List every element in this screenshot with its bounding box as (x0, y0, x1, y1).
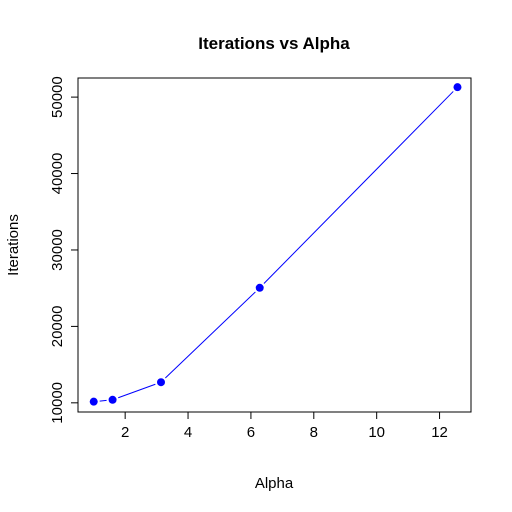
data-point (453, 83, 462, 92)
y-axis-title: Iterations (5, 214, 22, 276)
series-line-segment (118, 383, 156, 399)
chart-title: Iterations vs Alpha (198, 34, 350, 53)
series-line-segment (164, 291, 256, 379)
data-point (255, 283, 264, 292)
x-tick-label: 2 (121, 424, 129, 441)
x-tick-label: 4 (184, 424, 192, 441)
x-tick-label: 10 (368, 424, 385, 441)
y-axis: 10000 20000 30000 40000 50000 (49, 76, 79, 424)
y-tick-label: 20000 (49, 306, 66, 348)
y-tick-label: 50000 (49, 76, 66, 118)
x-tick-label: 6 (247, 424, 255, 441)
data-point (157, 378, 166, 387)
series-layer (89, 83, 462, 406)
x-tick-label: 8 (310, 424, 318, 441)
x-axis-title: Alpha (255, 475, 294, 492)
data-point (89, 397, 98, 406)
x-axis: 2 4 6 8 10 12 (121, 411, 448, 441)
series-line-segment (263, 91, 454, 284)
x-tick-label: 12 (431, 424, 448, 441)
y-tick-label: 10000 (49, 382, 66, 424)
y-tick-label: 40000 (49, 153, 66, 195)
series-line-segment (99, 399, 107, 402)
y-tick-label: 30000 (49, 229, 66, 271)
data-point (108, 395, 117, 404)
